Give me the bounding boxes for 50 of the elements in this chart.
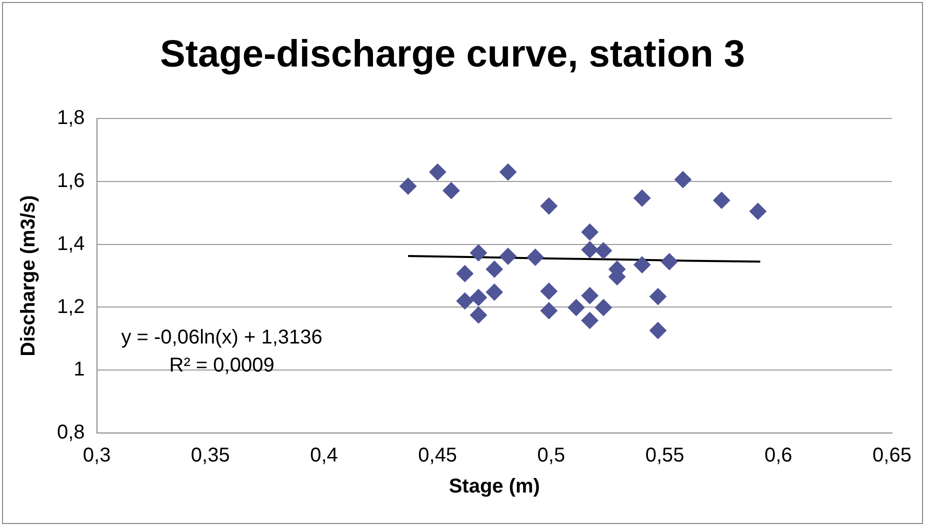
point	[540, 282, 558, 300]
point	[660, 253, 678, 270]
point	[594, 299, 612, 316]
point	[581, 312, 598, 329]
point	[749, 202, 766, 220]
chart-title: Stage-discharge curve, station 3	[160, 33, 745, 76]
point	[456, 265, 474, 282]
point	[634, 256, 651, 274]
point	[470, 288, 487, 306]
point	[581, 241, 598, 258]
x-tick-label: 0,3	[82, 444, 111, 467]
x-tick-label: 0,4	[310, 444, 338, 467]
point	[486, 260, 503, 278]
point	[581, 224, 598, 241]
y-tick-label: 1	[74, 358, 85, 381]
y-tick-label: 1,2	[56, 296, 85, 318]
x-tick-label: 0,35	[190, 444, 230, 467]
point	[429, 164, 446, 181]
point	[634, 190, 651, 207]
point	[594, 242, 612, 260]
y-tick-label: 1,6	[56, 170, 85, 192]
x-tick-label: 0,45	[418, 444, 458, 467]
point	[500, 164, 517, 181]
point	[526, 248, 544, 266]
x-tick-label: 0,6	[764, 444, 792, 467]
point	[713, 192, 730, 209]
point	[486, 284, 503, 301]
point	[568, 299, 585, 316]
x-tick-label: 0,55	[645, 444, 684, 467]
point	[400, 178, 417, 195]
point	[540, 302, 558, 320]
point	[500, 248, 517, 265]
y-axis-title: Discharge (m3/s)	[18, 195, 40, 356]
y-tick-label: 0,8	[56, 422, 85, 444]
point	[470, 244, 487, 262]
annotation: y = -0,06ln(x) + 1,3136	[121, 326, 322, 349]
x-axis-title: Stage (m)	[448, 476, 540, 498]
point	[442, 182, 460, 200]
point	[581, 287, 598, 304]
point	[456, 292, 474, 310]
y-tick-label: 1,8	[56, 107, 85, 130]
point	[470, 306, 487, 324]
y-tick-label: 1,4	[56, 232, 85, 255]
x-tick-label: 0,65	[872, 444, 912, 467]
point	[649, 288, 666, 306]
x-tick-label: 0,5	[537, 444, 566, 467]
annotation: R² = 0,0009	[169, 354, 274, 377]
point	[674, 171, 692, 188]
point	[540, 198, 558, 215]
point	[649, 322, 666, 340]
